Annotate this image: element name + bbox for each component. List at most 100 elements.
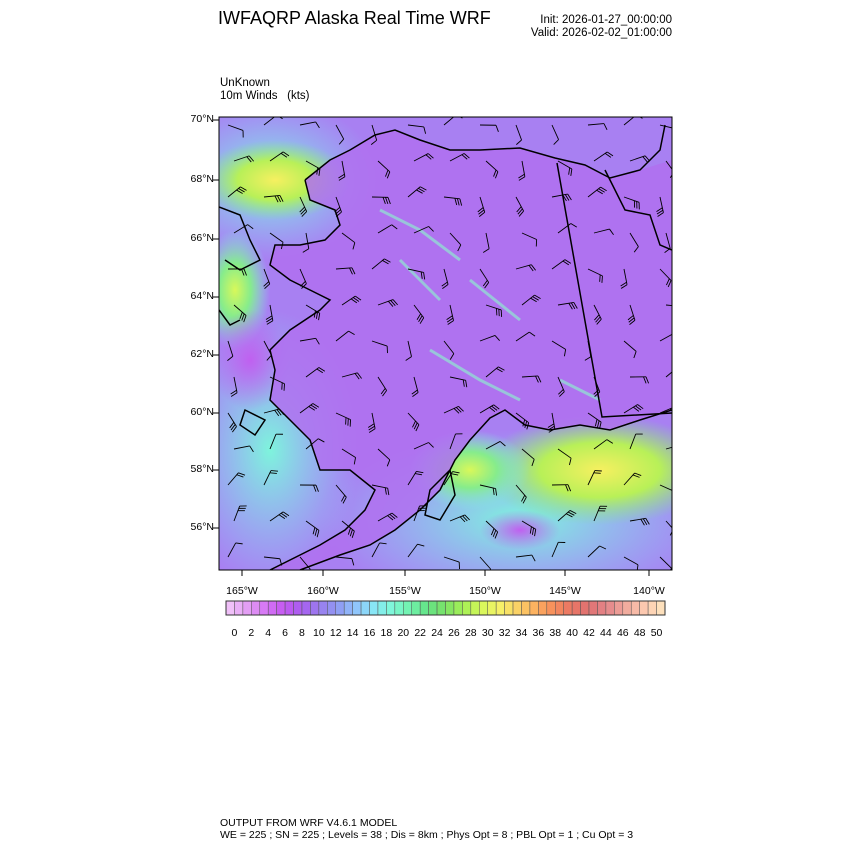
colorbar <box>225 600 666 616</box>
wind-barb <box>665 446 672 450</box>
wind-barb <box>407 186 427 198</box>
colorbar-box <box>614 600 624 616</box>
colorbar-box <box>394 600 404 616</box>
wind-barb <box>413 442 434 450</box>
wind-barb <box>341 372 362 380</box>
colorbar-label: 16 <box>363 627 376 639</box>
colorbar-box <box>453 600 463 616</box>
wind-barb <box>515 196 525 217</box>
wind-barb <box>299 403 320 414</box>
wind-barb <box>269 376 285 391</box>
wind-barb <box>593 304 602 325</box>
wind-barb <box>227 124 244 138</box>
lat-label: 64°N <box>190 290 214 302</box>
wind-barb <box>299 196 308 217</box>
wind-barb <box>263 556 283 566</box>
colorbar-box <box>538 600 548 616</box>
wind-barb <box>515 484 527 504</box>
colorbar-box <box>436 600 446 616</box>
colorbar-box <box>301 600 311 616</box>
colorbar-box <box>234 600 244 616</box>
wind-barb <box>302 232 310 253</box>
colorbar-box <box>647 600 657 616</box>
wind-barb <box>521 448 535 467</box>
wind-barb <box>449 376 468 388</box>
wind-barb <box>551 541 566 558</box>
wind-barb <box>338 160 346 181</box>
wind-barb <box>665 304 672 306</box>
wind-barb <box>557 376 565 397</box>
field-units: (kts) <box>287 90 310 102</box>
wind-barb <box>449 153 470 162</box>
field-label: 10m Winds <box>220 90 278 102</box>
wind-barb <box>443 196 463 206</box>
colorbar-box <box>622 600 632 616</box>
colorbar-frame <box>225 600 666 616</box>
wind-barb <box>551 484 572 492</box>
lon-label: 165°W <box>226 585 258 597</box>
wind-barb <box>407 268 426 280</box>
colorbar-box <box>521 600 531 616</box>
wind-barb <box>377 376 387 397</box>
colorbar-box <box>597 600 607 616</box>
wind-barb <box>371 542 387 558</box>
wind-barb <box>623 556 639 570</box>
wind-barb <box>227 472 246 486</box>
wind-barb <box>659 268 672 288</box>
wind-barb <box>263 470 278 486</box>
wind-barb <box>335 484 347 504</box>
lat-label: 68°N <box>190 173 214 185</box>
wind-barb <box>263 408 284 417</box>
lat-label: 56°N <box>190 521 214 533</box>
wind-barb <box>623 472 642 486</box>
wind-barb <box>407 470 424 486</box>
wind-barb <box>227 186 247 198</box>
colorbar-box <box>470 600 480 616</box>
wind-barb <box>269 511 290 522</box>
colorbar-label: 2 <box>248 627 255 639</box>
wind-barb <box>446 304 454 325</box>
colorbar-box <box>377 600 387 616</box>
colorbar-box <box>563 600 573 616</box>
wind-barb <box>263 268 271 289</box>
map-frame <box>218 116 673 571</box>
colorbar-label: 0 <box>231 627 238 639</box>
wind-barb <box>593 376 601 397</box>
wind-barb <box>557 223 578 234</box>
colorbar-box <box>555 600 564 616</box>
colorbar-box <box>546 600 556 616</box>
wind-barb <box>371 340 388 354</box>
wind-barb <box>341 448 357 465</box>
wind-barb <box>413 226 434 234</box>
colorbar-label: 38 <box>549 627 562 639</box>
wind-barb <box>629 155 650 163</box>
wind-barb <box>299 337 320 345</box>
wind-barb <box>335 412 352 427</box>
wind-barb <box>334 196 342 217</box>
colorbar-label: 30 <box>481 627 494 639</box>
wind-barb <box>557 302 578 310</box>
colorbar-box <box>318 600 328 616</box>
colorbar-box <box>487 600 497 616</box>
wind-barb <box>305 367 326 378</box>
wind-barb <box>233 445 254 453</box>
wind-barb <box>629 517 650 526</box>
wind-barb <box>593 439 614 450</box>
lon-label: 155°W <box>389 585 421 597</box>
wind-barb <box>479 484 498 496</box>
colorbar-box <box>225 600 235 616</box>
land-area <box>270 130 672 570</box>
lat-label: 66°N <box>190 232 214 244</box>
colorbar-label: 4 <box>265 627 272 639</box>
colorbar-box <box>284 600 294 616</box>
colorbar-box <box>242 600 252 616</box>
colorbar-label: 34 <box>515 627 528 639</box>
colorbar-label: 44 <box>600 627 612 639</box>
colorbar-box <box>428 600 438 616</box>
colorbar-box <box>369 600 379 616</box>
wind-barb <box>265 304 274 325</box>
wind-barb <box>659 407 672 414</box>
wind-barb <box>587 186 607 198</box>
colorbar-box <box>343 600 353 616</box>
wind-barb <box>443 117 463 126</box>
